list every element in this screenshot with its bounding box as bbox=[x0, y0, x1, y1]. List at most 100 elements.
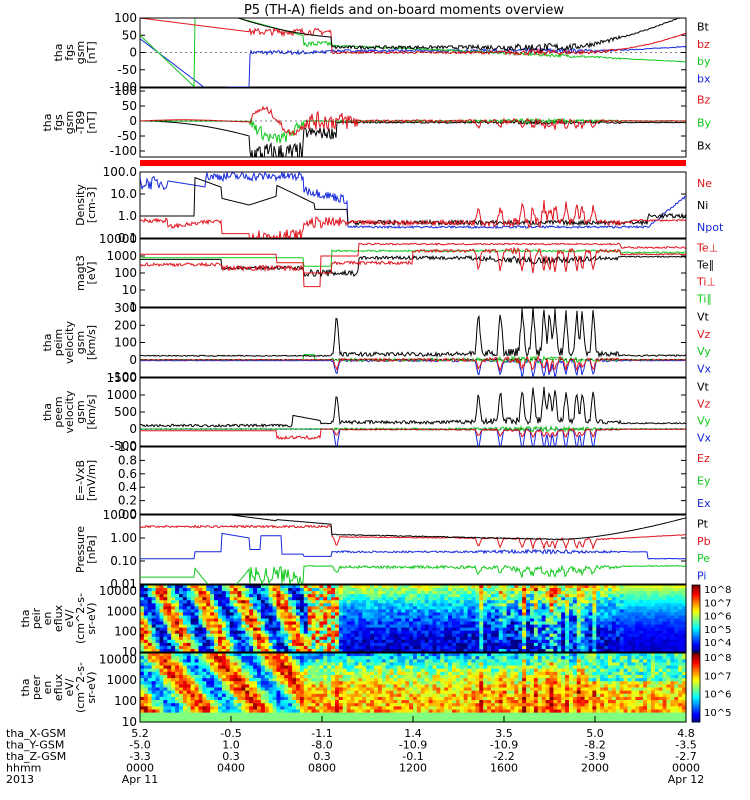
heatmap-cell bbox=[163, 687, 168, 692]
heatmap-cell bbox=[654, 591, 660, 595]
heatmap-cell bbox=[182, 588, 188, 592]
heatmap-cell bbox=[249, 681, 254, 685]
heatmap-cell bbox=[303, 662, 309, 667]
heatmap-cell bbox=[315, 612, 320, 616]
heatmap-cell bbox=[377, 630, 383, 635]
heatmap-cell bbox=[299, 633, 305, 638]
heatmap-cell bbox=[237, 706, 242, 710]
heatmap-cell bbox=[163, 665, 168, 670]
heatmap-cell bbox=[151, 696, 157, 701]
heatmap-cell bbox=[331, 681, 336, 685]
heatmap-cell bbox=[143, 636, 149, 641]
heatmap-cell bbox=[159, 624, 164, 629]
heatmap-cell bbox=[381, 597, 387, 601]
heatmap-cell bbox=[319, 678, 324, 682]
heatmap-cell bbox=[397, 606, 402, 610]
heatmap-cell bbox=[420, 675, 426, 679]
heatmap-cell bbox=[299, 718, 305, 723]
heatmap-cell bbox=[292, 645, 297, 650]
heatmap-cell bbox=[342, 709, 348, 714]
heatmap-cell bbox=[194, 662, 200, 667]
heatmap-cell bbox=[506, 645, 512, 650]
heatmap-cell bbox=[432, 645, 437, 650]
heatmap-cell bbox=[565, 609, 570, 613]
heatmap-cell bbox=[682, 597, 687, 601]
heatmap-cell bbox=[342, 649, 348, 653]
heatmap-cell bbox=[323, 585, 328, 589]
heatmap-cell bbox=[401, 709, 406, 714]
heatmap-cell bbox=[510, 627, 515, 632]
heatmap-cell bbox=[292, 615, 297, 620]
heatmap-cell bbox=[272, 645, 278, 650]
heatmap-cell bbox=[385, 662, 391, 667]
heatmap-cell bbox=[151, 624, 157, 629]
heatmap-cell bbox=[249, 693, 254, 698]
heatmap-cell bbox=[206, 618, 211, 623]
heatmap-cell bbox=[151, 681, 157, 685]
heatmap-cell bbox=[299, 612, 305, 616]
heatmap-cell bbox=[221, 662, 227, 667]
heatmap-cell bbox=[428, 609, 434, 613]
heatmap-cell bbox=[218, 671, 223, 676]
heatmap-cell bbox=[237, 696, 242, 701]
heatmap-cell bbox=[303, 684, 309, 689]
heatmap-cell bbox=[615, 591, 621, 595]
heatmap-cell bbox=[225, 700, 231, 704]
heatmap-cell bbox=[140, 690, 145, 695]
heatmap-cell bbox=[182, 618, 188, 623]
heatmap-cell bbox=[572, 639, 578, 644]
heatmap-cell bbox=[198, 627, 203, 632]
heatmap-cell bbox=[444, 591, 449, 595]
heatmap-cell bbox=[455, 630, 461, 635]
heatmap-cell bbox=[374, 618, 379, 623]
heatmap-cell bbox=[331, 600, 336, 604]
heatmap-cell bbox=[526, 585, 531, 589]
heatmap-cell bbox=[198, 606, 203, 610]
heatmap-cell bbox=[202, 668, 207, 673]
heatmap-cell bbox=[331, 612, 336, 616]
heatmap-cell bbox=[288, 603, 293, 607]
heatmap-cell bbox=[483, 600, 488, 604]
heatmap-cell bbox=[260, 597, 266, 601]
heatmap-cell bbox=[350, 690, 356, 695]
heatmap-cell bbox=[155, 671, 161, 676]
heatmap-cell bbox=[159, 703, 164, 707]
heatmap-cell bbox=[346, 678, 352, 682]
heatmap-cell bbox=[416, 591, 422, 595]
heatmap-cell bbox=[264, 684, 270, 689]
heatmap-cell bbox=[444, 618, 449, 623]
heatmap-cell bbox=[249, 636, 254, 641]
heatmap-cell bbox=[221, 630, 227, 635]
heatmap-cell bbox=[635, 588, 640, 592]
heatmap-cell bbox=[155, 649, 161, 653]
heatmap-cell bbox=[401, 609, 406, 613]
heatmap-cell bbox=[662, 618, 668, 623]
heatmap-cell bbox=[366, 585, 371, 589]
heatmap-cell bbox=[530, 606, 535, 610]
heatmap-cell bbox=[342, 615, 348, 620]
heatmap-cell bbox=[163, 684, 168, 689]
heatmap-cell bbox=[202, 712, 207, 717]
heatmap-cell bbox=[257, 624, 262, 629]
heatmap-cell bbox=[413, 627, 418, 632]
heatmap-cell bbox=[611, 633, 617, 638]
heatmap-cell bbox=[580, 603, 586, 607]
heatmap-cell bbox=[190, 706, 196, 710]
heatmap-cell bbox=[167, 690, 172, 695]
heatmap-cell bbox=[140, 675, 145, 679]
heatmap-cell bbox=[588, 630, 593, 635]
heatmap-cell bbox=[502, 606, 508, 610]
heatmap-cell bbox=[580, 606, 586, 610]
heatmap-cell bbox=[397, 662, 402, 667]
heatmap-cell bbox=[506, 621, 512, 626]
heatmap-cell bbox=[409, 645, 414, 650]
heatmap-cell bbox=[319, 681, 324, 685]
heatmap-cell bbox=[635, 639, 640, 644]
heatmap-cell bbox=[459, 627, 465, 632]
heatmap-cell bbox=[143, 630, 149, 635]
heatmap-cell bbox=[537, 633, 543, 638]
heatmap-cell bbox=[202, 700, 207, 704]
heatmap-cell bbox=[608, 627, 613, 632]
heatmap-cell bbox=[147, 633, 153, 638]
heatmap-cell bbox=[296, 715, 301, 720]
